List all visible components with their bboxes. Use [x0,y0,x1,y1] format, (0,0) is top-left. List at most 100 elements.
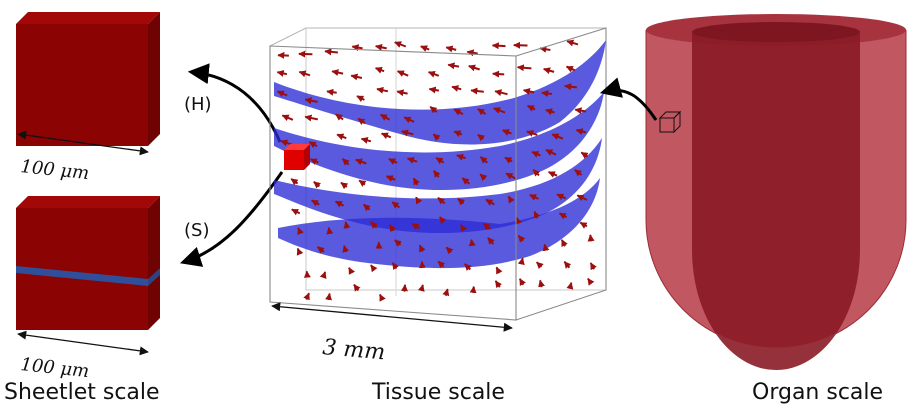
fiber-arrow [429,106,438,114]
fiber-arrow [394,41,407,48]
fiber-arrow [560,239,568,248]
fiber-arrow [439,216,447,225]
fiber-arrow [419,261,426,269]
cube-side-face [148,196,160,330]
cube-top-face [16,12,160,24]
fiber-arrow [335,113,344,121]
fiber-arrow [276,90,288,98]
fiber-arrow [403,116,415,124]
organ-inner-rim [692,22,860,42]
cube-side-face [148,12,160,146]
fiber-arrow [309,158,319,165]
fiber-arrow [575,128,587,135]
fiber-arrow [518,278,526,287]
fiber-arrow [432,133,441,141]
sheetlet-scale-caption: Sheetlet scale [4,380,160,405]
fiber-arrow [435,157,445,165]
fiber-arrow [351,44,363,52]
fiber-arrow [374,66,385,74]
cube-front-face [16,24,148,146]
fiber-arrow [406,157,418,164]
fiber-arrow [551,133,564,140]
cube-top-face [16,196,160,208]
fiber-arrow [517,235,526,243]
fiber-arrow [417,284,425,292]
fiber-arrow [428,86,440,94]
fiber-arrow [532,168,541,177]
organ-to-tissue-arrow [599,77,658,121]
fiber-arrow [479,173,488,182]
fiber-arrow [482,222,492,231]
fiber-arrow [494,280,503,289]
fiber-arrow [296,247,304,256]
fiber-arrow [515,216,522,225]
fiber-arrow [479,156,488,164]
fiber-arrow [379,113,391,121]
fiber-arrow [375,43,387,51]
homogeneous-cube [16,12,160,146]
fiber-arrow [502,129,512,136]
fiber-arrow [457,197,465,206]
fiber-arrow [311,199,320,207]
fiber-arrow [504,156,513,164]
fiber-arrow [394,239,402,247]
fiber-arrow [556,193,567,201]
fiber-arrow [370,264,378,273]
fiber-arrow [303,270,311,278]
fiber-arrow [304,97,318,105]
fiber-arrow [319,271,327,279]
tissue-dimension: 3 mm [271,302,513,365]
homogeneous-arrow [187,63,282,143]
fiber-arrow [342,245,350,253]
fiber-arrow [545,148,557,156]
fiber-arrow [468,239,476,247]
fiber-arrow [580,151,589,159]
fiber-arrow [401,129,414,137]
cube-size-label-top: 100 μm [19,156,90,184]
fiber-arrow [558,212,568,220]
fiber-arrow [477,108,487,116]
fiber-arrow [412,177,420,186]
fiber-arrow [451,85,462,92]
fiber-arrow [298,70,311,78]
fiber-arrow [529,193,539,201]
fiber-arrow [334,200,345,208]
fiber-arrow [566,282,574,290]
sheetlet-cube [16,196,160,330]
fiber-arrow [526,130,538,137]
fiber-arrow [415,196,423,205]
fiber-arrow [353,284,361,292]
organ-scale-caption: Organ scale [752,380,884,405]
fiber-arrow [304,114,319,122]
fiber-arrow [358,179,367,187]
fiber-arrow [491,42,506,50]
tissue-block [269,27,607,321]
sheetlet-arrow [179,171,284,267]
fiber-arrow [380,132,392,140]
fiber-arrow [357,117,366,126]
fiber-arrow [485,198,495,206]
tissue-size-label: 3 mm [321,335,386,365]
fiber-arrow [517,257,525,266]
fiber-arrow [396,70,409,77]
fiber-arrow [442,288,450,297]
fiber-arrow [341,158,350,166]
fiber-arrow [589,262,597,271]
fiber-arrow [379,293,386,302]
fiber-arrow [574,107,587,115]
fiber-arrow [522,88,535,95]
fiber-arrow [463,263,472,271]
organ-inner-wall [692,32,860,370]
fiber-arrow [453,108,464,116]
sheetlet-label: (S) [184,220,209,241]
fiber-arrow [276,70,288,77]
fiber-arrow [391,262,400,270]
fiber-arrow [531,150,541,158]
fiber-arrow [459,224,468,233]
fiber-arrow [487,237,495,245]
fiber-arrow [505,172,516,180]
fiber-arrow [542,243,550,252]
fiber-arrow [533,210,541,219]
sheet-surface [274,138,602,234]
